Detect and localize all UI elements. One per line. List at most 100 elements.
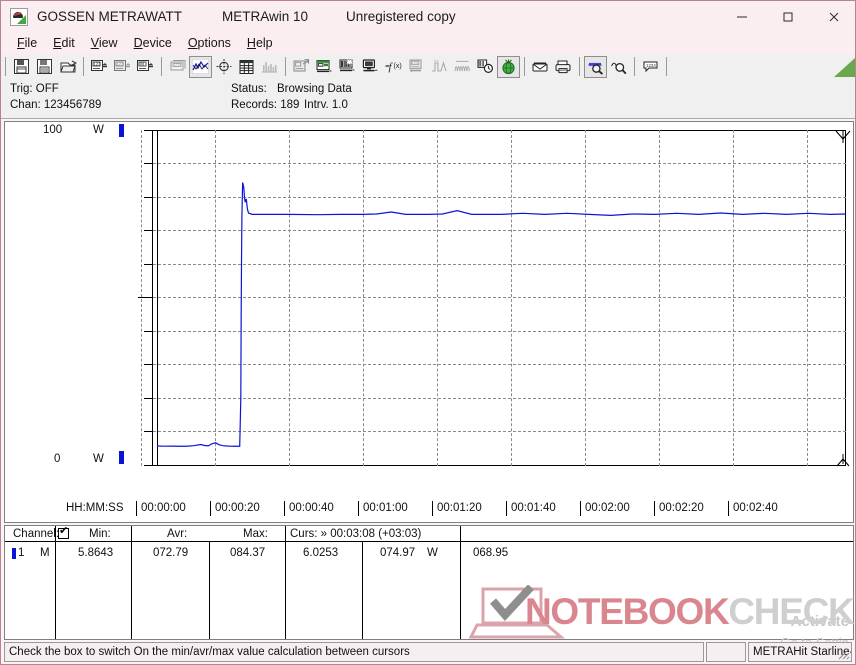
zoom-waveform-icon[interactable] [584,55,607,78]
save-icon[interactable] [33,56,56,78]
crosshair-target-icon[interactable] [212,56,235,78]
close-button[interactable] [811,1,855,32]
table-header-channel: Channel: [13,528,60,540]
gridline-h [153,297,846,298]
menu-bar: File Edit View Device Options Help [1,32,855,53]
toolbar-separator [634,57,635,76]
row-channel-number: 1 [18,547,25,559]
gridline-v [511,130,512,466]
accent-triangle-icon [834,58,855,77]
globe-record-icon[interactable] [497,55,520,78]
waveform-icon[interactable] [428,56,451,78]
minimize-button[interactable] [719,1,765,32]
stopwatch-record-icon[interactable] [474,56,497,78]
row-channel-mode: M [40,547,50,559]
x-tick-label: 00:00:00 [136,501,186,516]
table-column-divider [55,526,56,542]
plot-area[interactable] [153,130,846,466]
gridline-h [153,431,846,432]
table-list-icon[interactable]: 1234 [166,56,189,78]
table-header-cursor: Curs: » 00:03:08 (+03:03) [290,528,422,540]
open-folder-icon[interactable] [56,56,79,78]
x-tick-label: 00:00:40 [284,501,334,516]
status-value: Browsing Data [277,83,352,95]
x-tick-label: 00:00:20 [210,501,260,516]
menu-item-view[interactable]: View [90,35,118,50]
menu-item-help[interactable]: Help [246,35,273,50]
function-fx-icon[interactable]: f (x) [382,56,405,78]
barcode-log-icon[interactable] [336,56,359,78]
toolbar-separator [83,57,84,76]
print-preview-icon[interactable] [529,56,552,78]
menu-item-edit[interactable]: Edit [53,35,75,50]
gridline-h [153,264,846,265]
oscillation-icon[interactable] [451,56,474,78]
gridline-v [733,130,734,466]
minmax-checkbox[interactable] [58,526,69,539]
graph-panel[interactable]: 100 W 0 W [4,121,854,523]
x-tick-label: 00:02:20 [654,501,704,516]
gridline-h [153,398,846,399]
maximize-button[interactable] [765,1,811,32]
menu-item-device[interactable]: Device [133,35,172,50]
x-axis: HH:MM:SS 00:00:00 00:00:20 00:00:40 00:0… [4,499,854,521]
gridline-h [153,163,846,164]
table-column-divider [209,542,210,639]
toolbar-separator [285,57,286,76]
toolbar-separator [161,57,162,76]
row-cursor-extra: 068.95 [473,547,509,559]
save-as-icon[interactable] [10,56,33,78]
table-column-divider [55,542,56,639]
x-tick-label: 00:01:40 [506,501,556,516]
svg-text:M: M [140,62,144,68]
y-axis-max-label: 100 [43,124,63,136]
device-setup-icon[interactable] [313,56,336,78]
y-axis-max-unit: W [93,124,104,136]
comment-icon[interactable]: 1234 [639,56,662,78]
table-header-min: Min: [89,528,111,540]
gridline-v [437,130,438,466]
svg-text:123: 123 [116,62,124,67]
y-scale-handle-top[interactable] [119,124,124,137]
title-bar: GOSSEN METRAWATT METRAwin 10 Unregistere… [1,1,855,32]
gridline-v [363,130,364,466]
graph-view-icon[interactable] [189,55,212,78]
cursor-line-start[interactable] [157,130,158,466]
y-axis-rail [135,130,153,466]
table-column-divider [460,526,461,542]
menu-item-file[interactable]: File [17,35,38,50]
gridline-v-left [141,130,142,466]
statistics-table[interactable]: Channel: Min: Avr: Max: Curs: » 00:03:08… [4,525,854,640]
zoom-out-icon[interactable] [607,56,630,78]
power-trace [156,182,846,447]
gridline-v [659,130,660,466]
toolbar: 123 123 M [1,53,855,79]
resize-grip-icon[interactable] [838,648,850,660]
menu-item-options[interactable]: Options [187,35,231,50]
svg-text:123: 123 [93,62,101,67]
memory-transfer-icon[interactable]: M [134,56,157,78]
gridline-v [289,130,290,466]
table-column-divider [362,542,363,639]
table-column-divider [285,526,286,542]
histogram-icon[interactable] [258,56,281,78]
table-header-row [5,526,853,542]
row-avr-value: 072.79 [153,547,189,559]
numeric-display-icon[interactable]: 123 [405,56,428,78]
y-axis-min-label: 0 [54,453,61,465]
status-device: METRAHit Starline-Seri [748,642,852,662]
send-to-file-icon[interactable] [290,56,313,78]
y-axis-min-unit: W [93,453,104,465]
print-icon[interactable] [552,56,575,78]
toolbar-separator [579,57,580,76]
svg-text:123: 123 [412,61,418,65]
gridline-h [153,331,846,332]
y-scale-handle-bottom[interactable] [119,451,124,464]
table-header-max: Max: [243,528,268,540]
status-label: Status: [231,83,267,95]
export-data-icon[interactable]: 123 [88,56,111,78]
spreadsheet-icon[interactable] [235,56,258,78]
channel-color-chip [12,548,16,559]
import-data-icon[interactable]: 123 [111,56,134,78]
monitor-online-icon[interactable] [359,56,382,78]
